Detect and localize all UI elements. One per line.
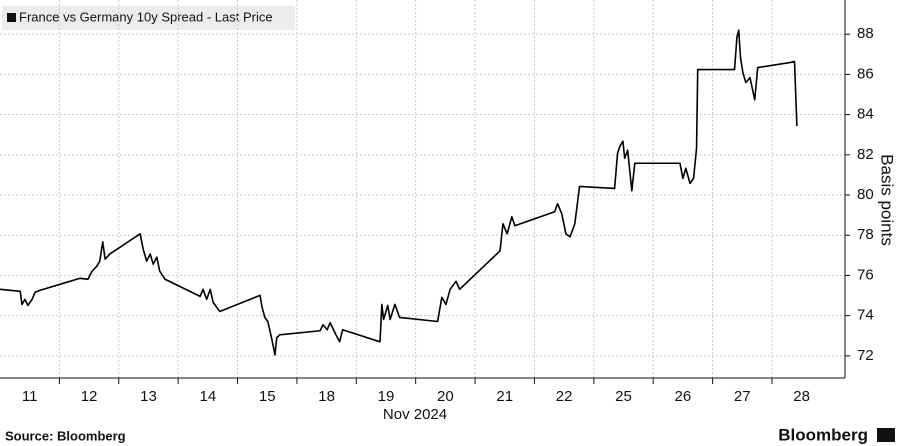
x-tick-label: 15 — [259, 388, 276, 405]
y-tick-label: 72 — [857, 347, 874, 364]
x-axis-label: Nov 2024 — [383, 406, 447, 423]
legend-swatch — [7, 13, 16, 22]
x-tick-label: 12 — [81, 388, 98, 405]
x-tick-label: 18 — [318, 388, 335, 405]
y-tick-label: 86 — [857, 65, 874, 82]
y-axis-label: Basis points — [878, 154, 897, 246]
y-tick-label: 84 — [857, 106, 874, 123]
source: Source: Bloomberg — [5, 428, 126, 443]
x-tick-label: 26 — [675, 388, 692, 405]
line — [0, 29, 798, 356]
legend-label: France vs Germany 10y Spread - Last Pric… — [19, 9, 273, 24]
x-tick-label: 27 — [734, 388, 751, 405]
y-tick-label: 82 — [857, 146, 874, 163]
x-tick-label: 25 — [615, 388, 632, 405]
x-tick-label: 21 — [496, 388, 513, 405]
legend-box — [2, 6, 295, 30]
brand-icon — [877, 428, 895, 442]
y-tick-label: 88 — [857, 25, 874, 42]
x-tick-label: 19 — [378, 388, 395, 405]
y-tick-label: 76 — [857, 266, 874, 283]
y-tick-label: 74 — [857, 307, 874, 324]
y-tick-label: 78 — [857, 226, 874, 243]
x-tick-label: 20 — [437, 388, 454, 405]
x-tick-label: 14 — [199, 388, 216, 405]
x-tick-label: 22 — [556, 388, 573, 405]
brand: Bloomberg — [778, 425, 868, 444]
y-tick-label: 80 — [857, 186, 874, 203]
x-tick-label: 28 — [793, 388, 810, 405]
x-tick-label: 13 — [140, 388, 157, 405]
x-tick-label: 11 — [22, 388, 38, 405]
